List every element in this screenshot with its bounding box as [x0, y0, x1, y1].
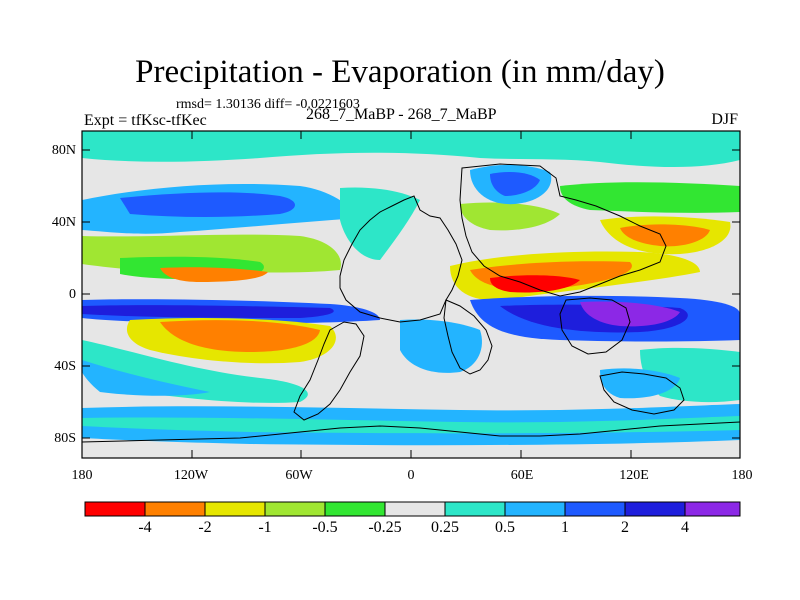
colorbar-swatch [564, 501, 626, 517]
east-asia-dry-core [620, 224, 710, 247]
colorbar-swatch [204, 501, 266, 517]
colorbar-swatch [144, 501, 206, 517]
south-pacific-dry-core [160, 320, 320, 352]
north-pacific-core [120, 192, 295, 217]
y-tick-label: 80N [51, 143, 76, 158]
southeast-blue-patch [600, 368, 680, 399]
continent-outlines [81, 163, 741, 443]
north-atlantic-cyan [340, 187, 420, 260]
continent-e-outline [293, 321, 365, 421]
colorbar-label: -0.25 [368, 519, 402, 536]
x-tick-label: 120W [173, 468, 209, 483]
x-tick-label: 60E [510, 468, 534, 483]
colorbar [84, 501, 741, 517]
south-band-blue [82, 360, 210, 396]
equatorial-wet-core [82, 305, 334, 318]
x-tick-label: 120E [619, 468, 649, 483]
y-tick-label: 0 [69, 287, 76, 302]
colorbar-label: -1 [258, 519, 272, 536]
continent-f-outline [599, 371, 685, 415]
arctic-band [82, 131, 740, 167]
x-tick-label: 180 [731, 468, 753, 483]
colorbar-swatch [504, 501, 566, 517]
y-tick-label: 80S [54, 431, 76, 446]
season-label: DJF [711, 111, 738, 128]
subtropic-north-dry [160, 267, 268, 282]
colorbar-swatch [444, 501, 506, 517]
colorbar-label: 0.25 [431, 519, 459, 536]
experiment-label: Expt = tfKsc-tfKec [84, 112, 207, 129]
colorbar-label: 2 [621, 519, 629, 536]
axis-ticks [82, 131, 740, 458]
north-asia-green [560, 182, 740, 213]
colorbar-label: 1 [561, 519, 569, 536]
colorbar-swatch [324, 501, 386, 517]
maritime-continent-purple [580, 301, 680, 327]
colorbar-label: 0.5 [495, 519, 515, 536]
colorbar-label: -4 [138, 519, 152, 536]
x-tick-label: 0 [407, 468, 415, 483]
colorbar-swatch [264, 501, 326, 517]
colorbar-label: 4 [681, 519, 689, 536]
colorbar-label: -0.5 [312, 519, 338, 536]
y-tick-label: 40N [51, 215, 76, 230]
colorbar-swatch [684, 501, 741, 517]
map-title: Precipitation - Evaporation (in mm/day) [135, 54, 665, 90]
case-label: 268_7_MaBP - 268_7_MaBP [306, 106, 497, 123]
continent-a-outline [339, 195, 463, 323]
stats-text: rmsd= 1.30136 diff= -0.0221603 [176, 97, 360, 112]
arctic-blue-core [490, 172, 540, 196]
precip-field [82, 131, 740, 458]
x-tick-label: 60W [285, 468, 313, 483]
colorbar-swatch [84, 501, 146, 517]
continent-g-outline [81, 421, 741, 443]
colorbar-label: -2 [198, 519, 212, 536]
continent-c-outline [443, 299, 493, 375]
y-tick-label: 40S [54, 359, 76, 374]
x-tick-label: 180 [71, 468, 93, 483]
continent-d-outline [559, 297, 631, 355]
colorbar-swatch [384, 501, 446, 517]
colorbar-swatch [624, 501, 686, 517]
continent-b-outline [459, 163, 667, 297]
southern-ocean-inner [82, 416, 740, 434]
south-atlantic-blue [400, 319, 482, 373]
north-asia-lightgreen [460, 202, 560, 231]
